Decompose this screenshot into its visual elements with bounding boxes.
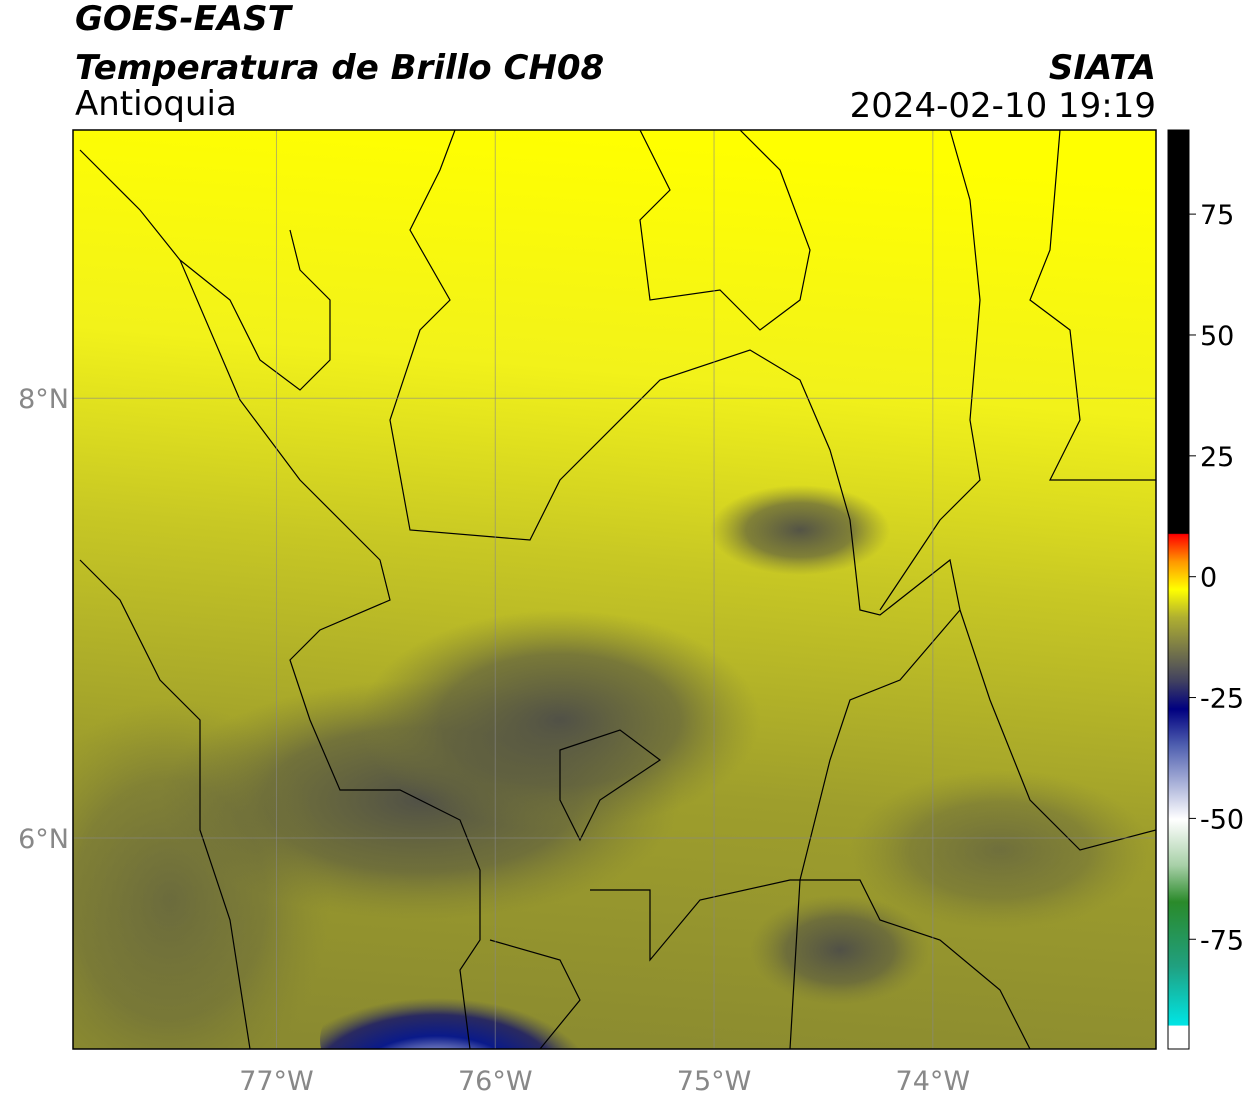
coast xyxy=(79,559,251,1049)
y-tick-label: 6°N xyxy=(18,824,69,855)
border xyxy=(489,879,1031,1049)
colorbar-tick-label: 75 xyxy=(1200,200,1234,231)
x-tick-label: 77°W xyxy=(239,1066,314,1097)
border xyxy=(559,729,662,842)
border xyxy=(639,130,811,331)
title: GOES-EAST xyxy=(75,0,294,39)
cloud xyxy=(73,700,330,1049)
border xyxy=(959,609,1156,851)
colorbar-tick-label: -75 xyxy=(1200,925,1244,956)
cloud xyxy=(710,485,890,575)
colorbar-tick-label: 25 xyxy=(1200,442,1234,473)
source: SIATA xyxy=(1049,48,1156,88)
cold-cloud xyxy=(320,970,580,1049)
map-frame xyxy=(72,129,1157,1050)
colorbar-tick-label: 50 xyxy=(1200,321,1234,352)
cloud xyxy=(850,770,1150,930)
cloud xyxy=(360,610,760,830)
y-tick-label: 8°N xyxy=(18,384,69,415)
border xyxy=(79,149,481,1049)
colorbar-tick-label: 0 xyxy=(1200,563,1217,594)
map-field xyxy=(73,130,1156,1049)
subtitle: Temperatura de Brillo CH08 xyxy=(75,48,604,88)
x-tick-label: 75°W xyxy=(677,1066,752,1097)
cloud xyxy=(750,895,930,1005)
region: Antioquia xyxy=(75,84,237,124)
colorbar-tick-label: -25 xyxy=(1200,684,1244,715)
colorbar xyxy=(1167,129,1190,1050)
border xyxy=(1029,130,1156,481)
colorbar-tick-label: -50 xyxy=(1200,804,1244,835)
grid xyxy=(73,130,1156,1049)
x-tick-label: 76°W xyxy=(458,1066,533,1097)
border xyxy=(879,130,981,611)
datetime: 2024-02-10 19:19 xyxy=(850,86,1156,126)
coast xyxy=(179,229,331,391)
border xyxy=(389,130,961,1049)
x-tick-label: 74°W xyxy=(896,1066,971,1097)
